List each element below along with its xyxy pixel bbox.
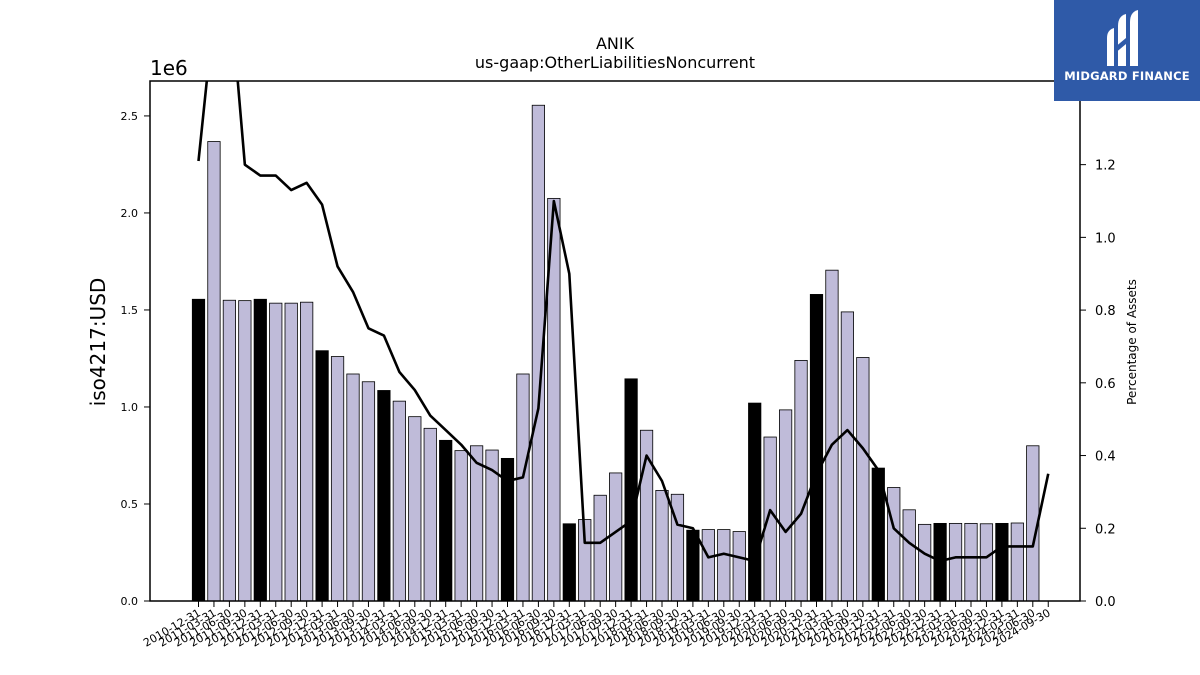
bar-2014-09-30 — [423, 427, 437, 602]
y-tick-label: 1.5 — [121, 304, 139, 317]
percentage-line — [197, 81, 1050, 563]
bar-2023-09-30 — [979, 523, 994, 602]
chart-title: ANIK — [596, 34, 635, 53]
plot-frame — [149, 80, 1081, 602]
bar-2013-09-30 — [361, 381, 376, 602]
y-axis-label: iso4217:USD — [86, 278, 110, 407]
bar-2015-06-30 — [469, 445, 484, 602]
y-tick-label: 0.0 — [121, 595, 139, 608]
y2-tick-label: 0.8 — [1095, 304, 1116, 319]
bar-2019-06-30 — [717, 529, 731, 602]
bar-2017-09-30 — [609, 472, 623, 602]
bar-2013-12-31 — [377, 390, 391, 602]
bar-2022-03-31 — [887, 487, 901, 602]
bar-2012-09-30 — [300, 301, 314, 602]
bar-2021-09-30 — [856, 357, 870, 602]
bar-2023-12-31 — [995, 522, 1009, 602]
y2-tick-label: 0.4 — [1095, 450, 1116, 465]
y-tick-label: 2.0 — [121, 207, 139, 220]
bar-2011-09-30 — [238, 300, 252, 602]
y2-tick-label: 0.6 — [1095, 377, 1116, 392]
bar-2013-06-30 — [346, 373, 360, 602]
brand-logo: MIDGARD FINANCE — [1054, 0, 1200, 101]
bar-2011-06-30 — [222, 299, 236, 602]
bar-2012-03-31 — [269, 302, 283, 602]
bar-2014-06-30 — [408, 416, 422, 602]
bar-2023-06-30 — [964, 522, 978, 602]
logo-name: MIDGARD FINANCE — [1064, 69, 1190, 83]
bar-layer — [191, 104, 1040, 602]
bar-2020-12-31 — [809, 294, 824, 602]
bar-2022-06-30 — [902, 509, 916, 602]
bar-2017-12-31 — [624, 378, 638, 602]
bar-2018-12-31 — [686, 529, 700, 602]
y2-tick-label: 1.2 — [1095, 159, 1116, 174]
bar-2010-12-31 — [191, 298, 206, 602]
bar-2024-03-31 — [1010, 522, 1024, 602]
bar-2019-09-30 — [732, 531, 746, 602]
bar-2011-12-31 — [253, 298, 267, 602]
y-offset-text: 1e6 — [150, 56, 188, 80]
bar-2018-06-30 — [655, 489, 669, 602]
bar-2020-03-31 — [763, 436, 777, 602]
bar-2011-03-31 — [207, 141, 221, 602]
axes-layer: 0.00.51.01.52.02.50.00.20.40.60.81.01.22… — [121, 80, 1116, 650]
bar-2021-06-30 — [840, 311, 855, 602]
bar-2021-03-31 — [825, 269, 839, 602]
bar-2022-09-30 — [918, 523, 932, 602]
bar-2014-12-31 — [439, 439, 453, 602]
bar-2014-03-31 — [392, 400, 406, 602]
y2-tick-label: 0.0 — [1095, 595, 1116, 610]
bar-2013-03-31 — [330, 356, 345, 602]
logo-mark-icon — [1107, 10, 1138, 66]
bar-2015-03-31 — [454, 450, 468, 602]
bar-2020-09-30 — [794, 359, 808, 602]
bar-2020-06-30 — [779, 409, 793, 602]
bar-2019-03-31 — [701, 529, 715, 602]
bar-2016-12-31 — [562, 523, 576, 602]
bar-2016-03-31 — [516, 373, 530, 602]
bar-2017-06-30 — [593, 494, 607, 602]
bar-2019-12-31 — [748, 402, 762, 602]
y-tick-label: 2.5 — [121, 110, 139, 123]
y-tick-label: 0.5 — [121, 498, 139, 511]
line-layer — [197, 81, 1050, 563]
bar-2023-03-31 — [948, 522, 963, 602]
y-tick-label: 1.0 — [121, 401, 139, 414]
bar-2012-06-30 — [284, 302, 298, 602]
bar-2012-12-31 — [315, 350, 329, 602]
y2-tick-label: 0.2 — [1095, 522, 1116, 537]
y2-tick-label: 1.0 — [1095, 231, 1116, 246]
chart-subtitle: us-gaap:OtherLiabilitiesNoncurrent — [475, 53, 755, 72]
y2-axis-label: Percentage of Assets — [1125, 279, 1139, 405]
